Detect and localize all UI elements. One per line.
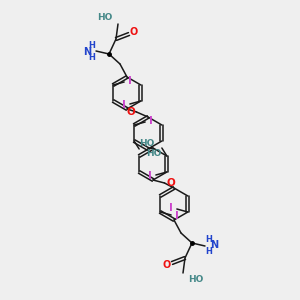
Text: HO: HO	[140, 139, 155, 148]
Text: I: I	[122, 100, 126, 110]
Text: N: N	[210, 240, 218, 250]
Text: I: I	[149, 116, 153, 126]
Text: HO: HO	[146, 149, 161, 158]
Text: O: O	[126, 107, 135, 117]
Text: H: H	[88, 41, 95, 50]
Text: I: I	[128, 76, 132, 86]
Text: H: H	[88, 53, 95, 62]
Text: I: I	[175, 211, 179, 221]
Text: O: O	[130, 27, 138, 37]
Text: O: O	[163, 260, 171, 270]
Text: H: H	[206, 235, 212, 244]
Text: O: O	[166, 178, 175, 188]
Text: N: N	[83, 47, 91, 57]
Text: I: I	[148, 171, 152, 181]
Text: I: I	[169, 203, 173, 213]
Text: HO: HO	[98, 14, 113, 22]
Text: H: H	[206, 247, 212, 256]
Text: HO: HO	[188, 274, 203, 284]
